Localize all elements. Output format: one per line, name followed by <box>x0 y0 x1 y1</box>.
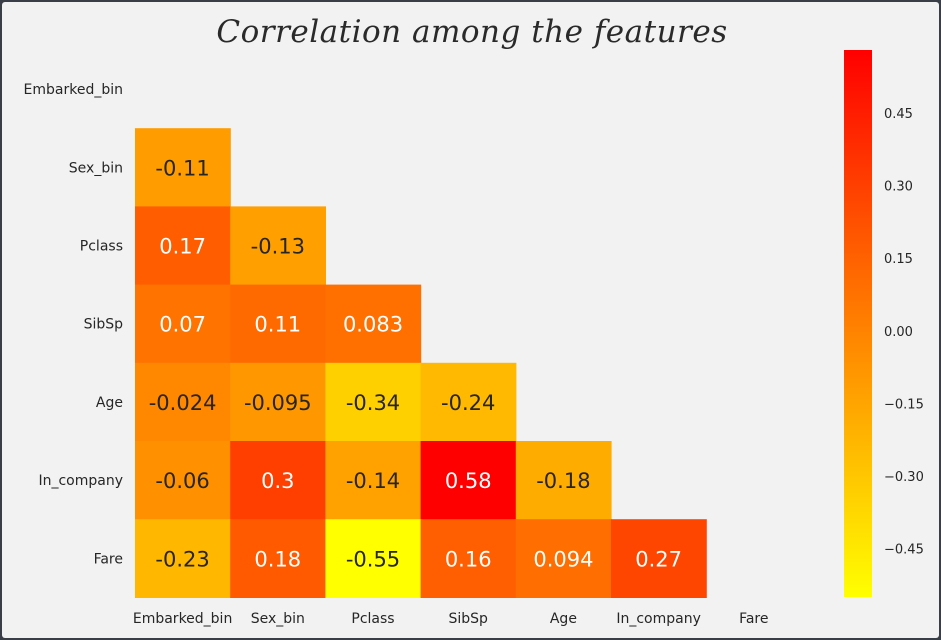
cell-value-label: -0.34 <box>346 391 400 415</box>
x-tick-label: In_company <box>616 611 701 627</box>
cell-value-label: -0.095 <box>244 391 312 415</box>
x-tick-label: Fare <box>739 611 768 627</box>
cell-value-label: 0.18 <box>254 547 301 571</box>
cell-value-label: -0.14 <box>346 469 400 493</box>
heatmap-cell <box>135 206 231 286</box>
y-tick-label: In_company <box>38 473 123 489</box>
cell-value-label: -0.23 <box>155 547 209 571</box>
x-axis-labels: Embarked_bin Sex_bin Pclass SibSp Age In_comp… <box>133 611 769 627</box>
heatmap-cells: -0.11 0.17 -0.13 0.07 0.11 0.083 -0.024 -0.095 -… <box>135 128 707 598</box>
heatmap-cell <box>420 362 517 442</box>
heatmap-cell <box>420 441 517 520</box>
colorbar-tick-label: −0.30 <box>884 470 924 485</box>
cell-value-label: -0.55 <box>346 547 400 571</box>
cell-value-label: 0.07 <box>159 313 206 337</box>
cell-value-label: -0.18 <box>536 469 590 493</box>
cell-value-label: -0.24 <box>441 391 495 415</box>
cell-value-label: -0.11 <box>155 156 209 180</box>
colorbar-tick-label: 0.00 <box>884 325 913 340</box>
cell-value-label: 0.094 <box>533 547 593 571</box>
x-tick-label: Pclass <box>351 611 394 627</box>
heatmap-cell <box>230 284 326 364</box>
colorbar-tick-label: 0.30 <box>884 180 913 195</box>
cell-value-label: 0.3 <box>261 469 294 493</box>
colorbar-ticks: 0.45 0.30 0.15 0.00 −0.15 −0.30 −0.45 <box>884 107 924 558</box>
y-tick-label: Embarked_bin <box>24 82 123 98</box>
colorbar-tick-label: 0.15 <box>884 252 913 267</box>
y-tick-label: SibSp <box>84 317 124 333</box>
heatmap-cell <box>325 284 422 364</box>
heatmap-cell <box>135 128 231 207</box>
y-tick-label: Age <box>96 395 123 411</box>
heatmap-cell <box>325 519 422 598</box>
heatmap-cell <box>135 284 231 364</box>
heatmap-cell <box>611 519 707 598</box>
cell-value-label: -0.13 <box>251 235 305 259</box>
x-tick-label: Age <box>550 611 577 627</box>
heatmap-cell <box>230 206 326 286</box>
cell-value-label: 0.17 <box>159 235 206 259</box>
heatmap-cell <box>230 519 326 598</box>
y-tick-label: Sex_bin <box>69 160 123 176</box>
y-tick-label: Pclass <box>80 239 123 255</box>
heatmap-cell <box>135 519 231 598</box>
cell-value-label: 0.27 <box>635 547 682 571</box>
cell-value-label: 0.11 <box>254 313 301 337</box>
x-tick-label: SibSp <box>448 611 488 627</box>
heatmap-cell <box>135 441 231 520</box>
colorbar-tick-label: 0.45 <box>884 107 913 122</box>
y-axis-labels: Embarked_bin Sex_bin Pclass SibSp Age In_comp… <box>24 82 124 567</box>
heatmap-cell <box>135 362 231 442</box>
colorbar <box>844 50 872 597</box>
x-tick-label: Embarked_bin <box>133 611 232 627</box>
heatmap-cell <box>325 441 422 520</box>
chart-title: Correlation among the features <box>216 14 728 50</box>
heatmap-cell <box>420 519 517 598</box>
heatmap-cell <box>515 519 612 598</box>
cell-value-label: -0.06 <box>155 469 209 493</box>
heatmap-cell <box>230 441 326 520</box>
cell-value-label: 0.58 <box>445 469 492 493</box>
cell-value-label: 0.083 <box>343 313 403 337</box>
x-tick-label: Sex_bin <box>251 611 305 627</box>
heatmap-cell <box>230 362 326 442</box>
heatmap-cell <box>515 441 612 520</box>
colorbar-tick-label: −0.45 <box>884 543 924 558</box>
y-tick-label: Fare <box>94 551 123 567</box>
cell-value-label: -0.024 <box>149 391 217 415</box>
cell-value-label: 0.16 <box>445 547 492 571</box>
colorbar-tick-label: −0.15 <box>884 397 924 412</box>
heatmap-cell <box>325 362 422 442</box>
